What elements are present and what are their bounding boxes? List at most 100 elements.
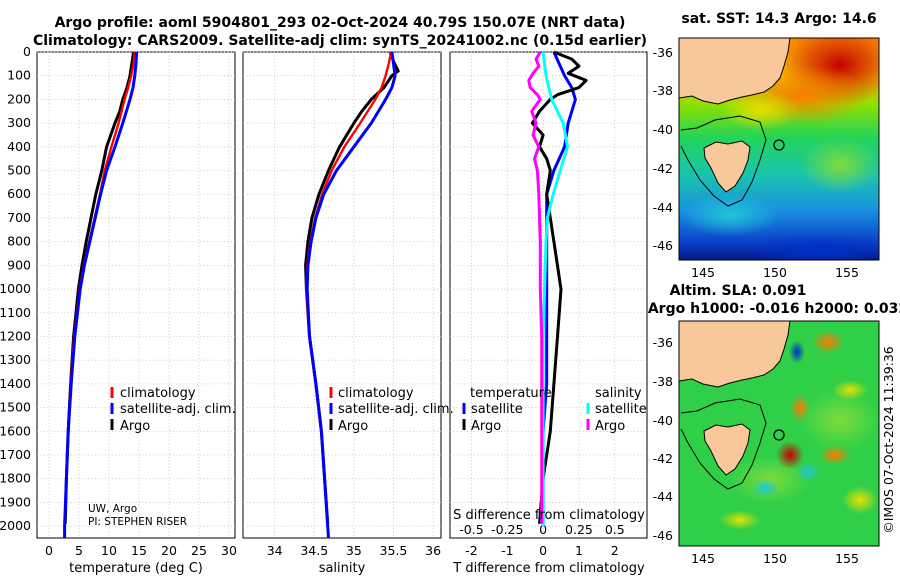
x-tick-label: 0 bbox=[539, 543, 547, 558]
grid-lines bbox=[37, 51, 647, 538]
x-tick-label: 35 bbox=[346, 543, 362, 558]
sla-map bbox=[679, 321, 879, 546]
tick-label: 155 bbox=[835, 551, 859, 566]
tick-label: -42 bbox=[653, 451, 673, 466]
y-tick-label: 1400 bbox=[0, 376, 31, 391]
tick-label: 145 bbox=[691, 265, 715, 280]
tick-label: -40 bbox=[653, 413, 673, 428]
tick-label: -42 bbox=[653, 161, 673, 176]
axis-ticks: 0100200300400500600700800900100011001200… bbox=[0, 44, 625, 558]
series-line-satellite-adj-clim- bbox=[305, 51, 397, 539]
credit-line1: UW, Argo bbox=[88, 503, 137, 515]
legend-satellite-label: satellite-adj. clim. bbox=[120, 402, 236, 417]
y-tick-label: 1500 bbox=[0, 400, 31, 415]
sla-map-title2: Argo h1000: -0.016 h2000: 0.032 bbox=[648, 301, 900, 317]
argo-location-marker bbox=[773, 139, 785, 151]
y-tick-label: 600 bbox=[7, 186, 31, 201]
legend-climatology-label: climatology bbox=[338, 386, 414, 401]
y-tick-label: 1200 bbox=[0, 328, 31, 343]
sla-map-title1: Altim. SLA: 0.091 bbox=[670, 283, 807, 299]
legend-climatology-label: climatology bbox=[120, 386, 196, 401]
difference-x2label: S difference from climatology bbox=[453, 508, 645, 523]
x-tick-label: 5 bbox=[75, 543, 83, 558]
y-tick-label: 1800 bbox=[0, 471, 31, 486]
x2-tick-label: 0.25 bbox=[565, 522, 593, 537]
x-tick-label: -2 bbox=[465, 543, 477, 558]
difference-legend: temperature satellite Argo salinity sate… bbox=[462, 386, 647, 434]
legend-s-satellite-label: satellite bbox=[595, 402, 647, 417]
series-line-satellite-adj-clim- bbox=[63, 51, 139, 538]
series-line-salinity-argo bbox=[527, 51, 544, 524]
legend-t-satellite-label: satellite bbox=[471, 402, 523, 417]
x2-tick-label: -0.25 bbox=[491, 522, 523, 537]
difference-xlabel: T difference from climatology bbox=[452, 561, 645, 576]
tick-label: -38 bbox=[653, 374, 673, 389]
x2-tick-label: -0.5 bbox=[459, 522, 483, 537]
y-tick-label: 1700 bbox=[0, 447, 31, 462]
y-tick-label: 0 bbox=[23, 44, 31, 59]
sla-map-ticks: 145 150 155 -36 -38 -40 -42 -44 -46 bbox=[653, 335, 859, 566]
credit-line2: PI: STEPHEN RISER bbox=[88, 516, 187, 528]
y-tick-label: 2000 bbox=[0, 518, 31, 533]
tick-label: -40 bbox=[653, 122, 673, 137]
tick-label: 145 bbox=[691, 551, 715, 566]
tick-label: 150 bbox=[763, 265, 787, 280]
figure-title-line2: Climatology: CARS2009. Satellite-adj cli… bbox=[33, 33, 647, 49]
x-tick-label: 25 bbox=[191, 543, 207, 558]
y-tick-label: 1100 bbox=[0, 305, 31, 320]
series-line-climatology bbox=[305, 51, 393, 539]
legend-salinity-title: salinity bbox=[595, 386, 642, 401]
x-tick-label: 1 bbox=[575, 543, 583, 558]
difference-panel bbox=[449, 51, 648, 539]
salinity-legend: climatology satellite-adj. clim. Argo bbox=[329, 386, 454, 434]
x-tick-label: 2 bbox=[611, 543, 619, 558]
legend-argo-label: Argo bbox=[120, 419, 150, 434]
legend-t-argo-label: Argo bbox=[471, 419, 501, 434]
tick-label: -46 bbox=[653, 528, 673, 543]
y-tick-label: 300 bbox=[7, 115, 31, 130]
x-tick-label: 0 bbox=[45, 543, 53, 558]
legend-s-argo-label: Argo bbox=[595, 419, 625, 434]
tick-label: -44 bbox=[653, 489, 673, 504]
y-tick-label: 400 bbox=[7, 139, 31, 154]
y-tick-label: 100 bbox=[7, 68, 31, 83]
x-tick-label: 20 bbox=[161, 543, 177, 558]
legend-temperature-title: temperature bbox=[470, 386, 552, 401]
x2-tick-label: 0.5 bbox=[605, 522, 625, 537]
temperature-legend: climatology satellite-adj. clim. Argo bbox=[110, 386, 236, 434]
sst-map bbox=[679, 38, 879, 260]
tick-label: -44 bbox=[653, 200, 673, 215]
salinity-xlabel: salinity bbox=[319, 561, 366, 576]
legend-satellite-label: satellite-adj. clim. bbox=[338, 402, 454, 417]
argo-location-marker bbox=[773, 429, 785, 441]
x-tick-label: 15 bbox=[131, 543, 147, 558]
x-tick-label: 36 bbox=[425, 543, 441, 558]
temperature-xlabel: temperature (deg C) bbox=[69, 561, 203, 576]
y-tick-label: 1000 bbox=[0, 281, 31, 296]
tick-label: -46 bbox=[653, 238, 673, 253]
sst-map-title: sat. SST: 14.3 Argo: 14.6 bbox=[681, 11, 876, 27]
x-tick-label: 10 bbox=[101, 543, 117, 558]
x-tick-label: 34.5 bbox=[300, 543, 328, 558]
y-tick-label: 500 bbox=[7, 163, 31, 178]
y-tick-label: 200 bbox=[7, 91, 31, 106]
tick-label: -38 bbox=[653, 83, 673, 98]
x-tick-label: 35.5 bbox=[380, 543, 408, 558]
y-tick-label: 1300 bbox=[0, 352, 31, 367]
y-tick-label: 900 bbox=[7, 257, 31, 272]
series-lines bbox=[63, 50, 588, 539]
y-tick-label: 800 bbox=[7, 234, 31, 249]
timestamp: ©IMOS 07-Oct-2024 11:39:36 bbox=[881, 346, 896, 534]
sst-map-ticks: 145 150 155 -36 -38 -40 -42 -44 -46 bbox=[653, 45, 859, 280]
y-tick-label: 700 bbox=[7, 210, 31, 225]
tick-label: 155 bbox=[835, 265, 859, 280]
x2-tick-label: 0 bbox=[539, 522, 547, 537]
x-tick-label: -1 bbox=[501, 543, 513, 558]
salinity-panel bbox=[242, 51, 442, 539]
series-line-temperature-argo bbox=[530, 50, 588, 524]
tick-label: 150 bbox=[763, 551, 787, 566]
figure-title-line1: Argo profile: aoml 5904801_293 02-Oct-20… bbox=[55, 15, 626, 31]
tick-label: -36 bbox=[653, 335, 673, 350]
legend-argo-label: Argo bbox=[338, 419, 368, 434]
series-line-climatology bbox=[63, 51, 136, 538]
